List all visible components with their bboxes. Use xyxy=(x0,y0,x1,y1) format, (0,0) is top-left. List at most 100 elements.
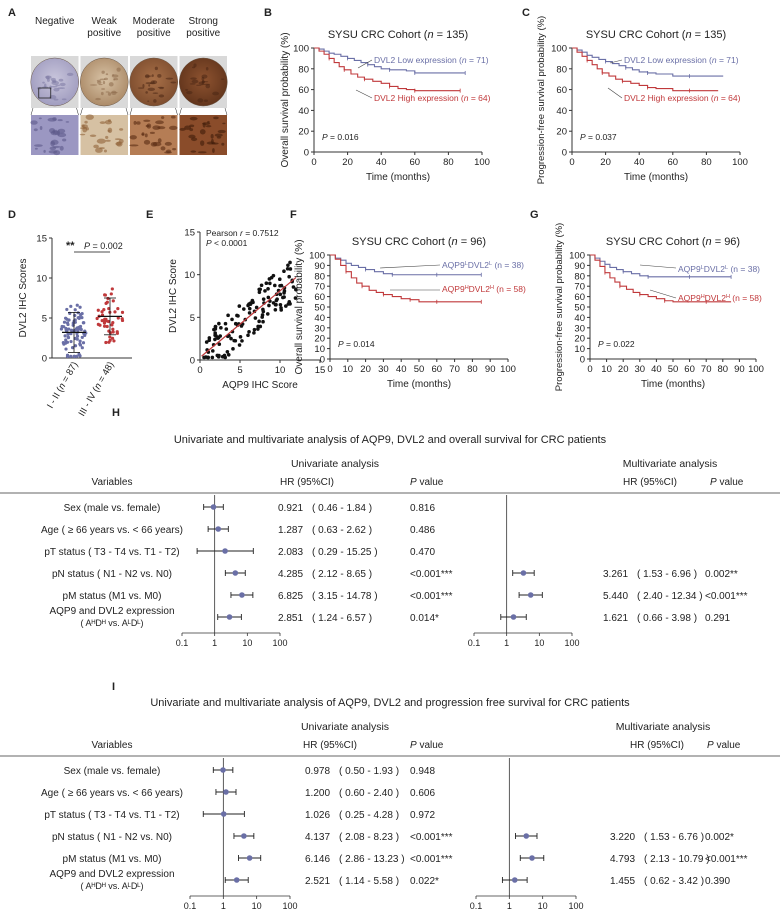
tissue-zoom-texture-weak xyxy=(103,149,107,153)
tissue-zoom-texture-moderate xyxy=(143,119,151,122)
x-tick-label: 10 xyxy=(275,365,286,376)
data-point-early xyxy=(67,327,71,331)
y-tick-label: 80 xyxy=(556,64,567,75)
col-p-multi: P value xyxy=(707,740,741,751)
data-point xyxy=(226,313,230,318)
data-point xyxy=(224,327,229,331)
panel-label-g: G xyxy=(530,209,539,221)
data-point-late xyxy=(108,335,112,339)
hr-value: 1.200 xyxy=(305,788,330,799)
tissue-texture-negative xyxy=(50,77,56,81)
p-value: 0.022* xyxy=(410,876,439,887)
x-tick-label: 100 xyxy=(732,157,748,168)
hr-point-uni xyxy=(220,811,227,817)
x-tick-label: 20 xyxy=(342,157,353,168)
p-value: P = 0.037 xyxy=(580,132,617,142)
p-value: <0.001*** xyxy=(410,591,453,602)
x-tick-label: 0 xyxy=(311,157,316,168)
tissue-zoom-texture-moderate xyxy=(136,121,141,125)
tissue-texture-weak xyxy=(116,67,121,72)
tissue-zoom-texture-weak xyxy=(84,120,88,124)
hr-point-uni xyxy=(210,504,217,510)
tissue-texture-negative xyxy=(61,98,67,101)
legend-low: DVL2 Low expression (n = 71) xyxy=(624,55,739,65)
tissue-zoom-texture-moderate xyxy=(160,146,166,151)
tissue-zoom-texture-weak xyxy=(99,147,105,150)
tissue-texture-moderate xyxy=(144,75,152,77)
data-point-early xyxy=(59,327,64,331)
tissue-zoom-texture-strong xyxy=(184,125,192,130)
data-point xyxy=(266,295,271,300)
y-tick-label: 0 xyxy=(304,148,309,159)
x-tick-label: 90 xyxy=(485,364,496,375)
tissue-texture-negative xyxy=(49,95,57,100)
ci-value-multi: ( 0.66 - 3.98 ) xyxy=(637,613,697,624)
tissue-zoom-texture-weak xyxy=(107,127,113,134)
ci-value-multi: ( 0.62 - 3.42 ) xyxy=(644,876,704,887)
p-value: <0.001*** xyxy=(410,854,453,865)
data-point-early xyxy=(78,305,82,309)
y-tick-label: 0 xyxy=(580,355,585,366)
forest-tick-label: 10 xyxy=(252,901,262,911)
hr-value: 0.978 xyxy=(305,766,330,777)
x-tick-label: 40 xyxy=(376,157,387,168)
y-axis-label: Progression-free survival probability (%… xyxy=(554,223,565,391)
tissue-texture-moderate xyxy=(165,77,174,80)
data-point xyxy=(259,283,264,288)
data-point xyxy=(285,266,290,271)
data-point xyxy=(281,295,285,300)
zoom-line-moderate xyxy=(175,107,178,116)
x-tick-label: 50 xyxy=(668,364,679,375)
ci-value: ( 0.46 - 1.84 ) xyxy=(312,503,372,514)
x-tick-label: 70 xyxy=(449,364,460,375)
tissue-zoom-texture-moderate xyxy=(141,133,145,136)
x-tick-label: 60 xyxy=(684,364,695,375)
hr-value: 1.026 xyxy=(305,810,330,821)
y-tick-label: 10 xyxy=(184,270,195,281)
y-tick-label: 0 xyxy=(190,356,195,367)
data-point xyxy=(217,321,221,326)
y-tick-label: 90 xyxy=(314,261,325,272)
tissue-texture-moderate xyxy=(142,83,145,88)
hr-point-uni xyxy=(226,614,233,620)
data-point xyxy=(268,281,272,286)
tissue-texture-weak xyxy=(96,79,101,82)
x-tick-label: 40 xyxy=(396,364,407,375)
legend-high: AQP9HDVL2H (n = 58) xyxy=(678,293,762,303)
y-tick-label: 20 xyxy=(298,127,309,138)
tissue-zoom-texture-negative xyxy=(59,145,64,151)
hr-value: 4.137 xyxy=(305,832,330,843)
tissue-texture-moderate xyxy=(147,87,156,92)
tissue-zoom-texture-negative xyxy=(34,144,43,147)
data-point-early xyxy=(64,347,68,351)
col-label-strong: Strong xyxy=(189,16,218,27)
data-point-early xyxy=(77,352,81,356)
data-point-late xyxy=(110,287,114,291)
ci-value-multi: ( 2.40 - 12.34 ) xyxy=(637,591,703,602)
panel-a: A Negative WeakpositiveModeratepositiveSt… xyxy=(8,7,228,156)
data-point xyxy=(261,297,266,301)
x-tick-label: 90 xyxy=(734,364,745,375)
panel-label-d: D xyxy=(8,209,16,221)
data-point-early xyxy=(65,307,69,312)
tissue-texture-strong xyxy=(203,99,208,102)
tissue-texture-moderate xyxy=(154,66,158,71)
data-point-late xyxy=(95,316,99,321)
panel-label-a: A xyxy=(8,7,16,19)
forest-tick-label: 10 xyxy=(242,638,252,648)
ci-value: ( 0.63 - 2.62 ) xyxy=(312,525,372,536)
panel-label-b: B xyxy=(264,7,272,19)
chart-title: SYSU CRC Cohort (n = 135) xyxy=(586,29,726,41)
tissue-zoom-texture-strong xyxy=(200,140,205,146)
x-tick-label: 80 xyxy=(701,157,712,168)
tissue-zoom-texture-negative xyxy=(33,128,38,132)
data-point-early xyxy=(76,311,80,315)
panel-label-h: H xyxy=(112,407,120,419)
tissue-texture-strong xyxy=(193,63,197,68)
col-label-strong-2: positive xyxy=(186,28,220,39)
tissue-zoom-texture-negative xyxy=(39,125,43,130)
data-point xyxy=(291,285,296,289)
y-tick-label: 100 xyxy=(569,251,585,262)
x-tick-label: 80 xyxy=(718,364,729,375)
hr-value-multi: 3.220 xyxy=(610,832,635,843)
